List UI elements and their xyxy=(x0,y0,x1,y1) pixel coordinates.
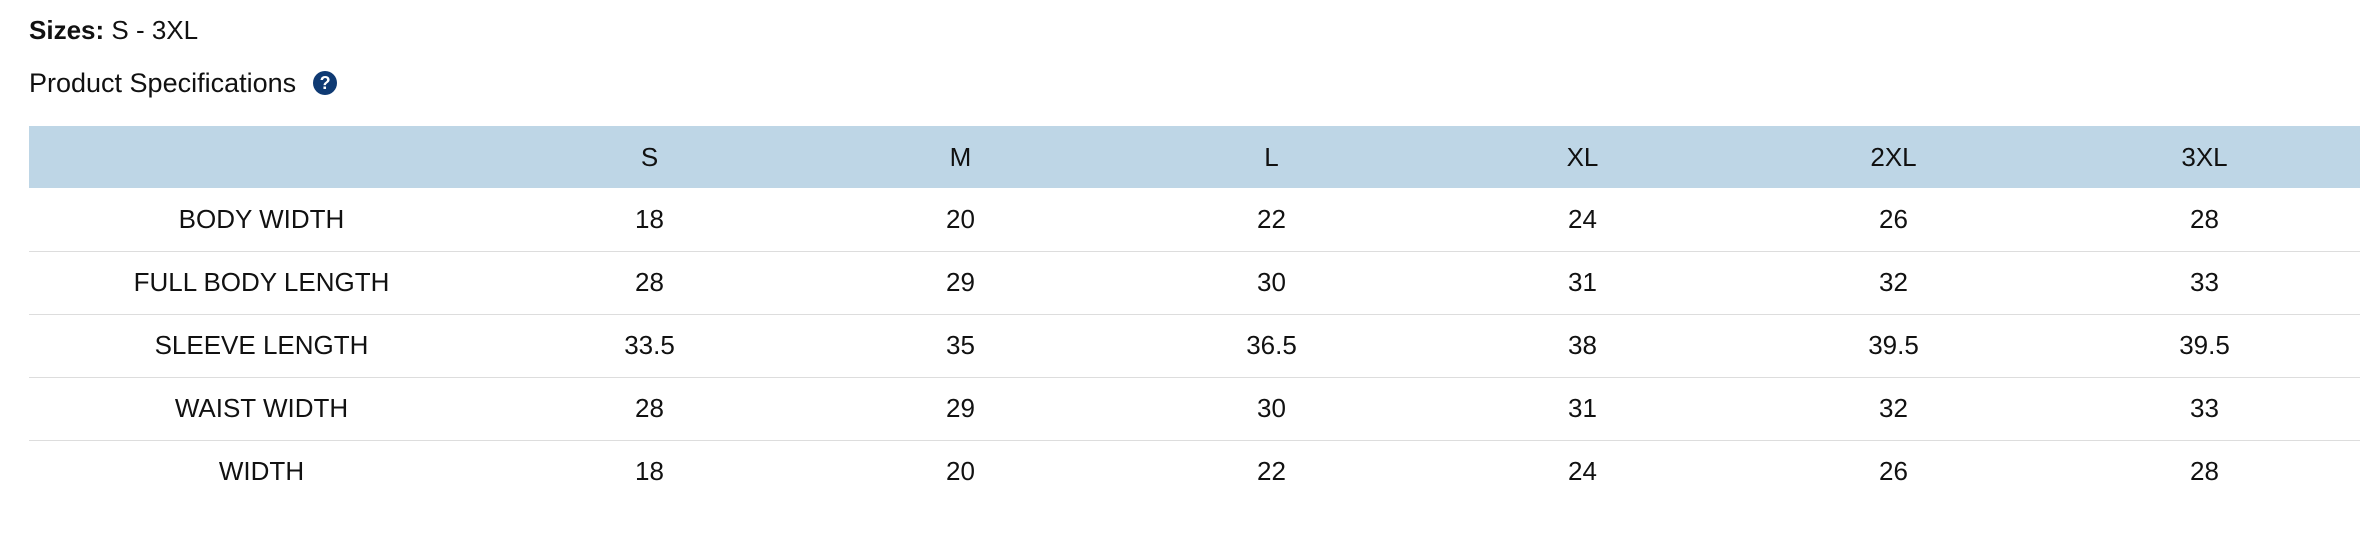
table-cell: 32 xyxy=(1879,267,1908,297)
table-cell: 26 xyxy=(1879,203,1908,234)
sizes-line: Sizes: S - 3XL xyxy=(29,14,198,46)
row-label: WAIST WIDTH xyxy=(174,393,349,423)
question-circle-icon[interactable]: ? xyxy=(313,71,338,95)
table-cell: 32 xyxy=(1879,393,1908,423)
table-cell: 35 xyxy=(946,330,975,360)
table-cell: 38 xyxy=(1568,330,1597,360)
table-row: SLEEVE LENGTH 33.5 35 36.5 38 39.5 39.5 xyxy=(29,314,2360,377)
table-cell: 20 xyxy=(946,456,975,487)
size-chart-table: S M L XL 2XL 3XL BODY WIDTH 18 20 22 24 26 28 FULL B… xyxy=(29,126,2360,503)
table-cell: 26 xyxy=(1879,456,1908,487)
table-cell: 18 xyxy=(635,203,664,234)
table-header-row: S M L XL 2XL 3XL xyxy=(29,126,2360,188)
column-header: L xyxy=(1264,141,1279,172)
table-cell: 33.5 xyxy=(624,330,675,360)
column-header xyxy=(29,126,494,188)
column-header: 3XL xyxy=(2181,141,2228,172)
table-cell: 28 xyxy=(635,267,664,297)
sizes-label: Sizes: xyxy=(29,15,105,45)
column-header: 2XL xyxy=(1870,141,1917,172)
table-cell: 39.5 xyxy=(1868,330,1919,360)
sizes-value: S - 3XL xyxy=(111,15,199,45)
product-specifications-heading: Product Specifications ? xyxy=(29,66,338,100)
table-cell: 24 xyxy=(1568,203,1597,234)
table-cell: 33 xyxy=(2190,267,2219,297)
table-row: FULL BODY LENGTH 28 29 30 31 32 33 xyxy=(29,251,2360,314)
table-cell: 33 xyxy=(2190,393,2219,423)
table-cell: 24 xyxy=(1568,456,1597,487)
row-label: FULL BODY LENGTH xyxy=(133,267,390,297)
row-label: SLEEVE LENGTH xyxy=(154,330,369,360)
row-label: BODY WIDTH xyxy=(178,203,345,234)
product-specifications-title: Product Specifications xyxy=(29,68,297,98)
table-cell: 22 xyxy=(1257,203,1286,234)
column-header: S xyxy=(640,141,659,172)
table-cell: 29 xyxy=(946,267,975,297)
table-cell: 28 xyxy=(635,393,664,423)
table-row: WIDTH 18 20 22 24 26 28 xyxy=(29,440,2360,503)
table-cell: 29 xyxy=(946,393,975,423)
table-cell: 30 xyxy=(1257,393,1286,423)
table-cell: 31 xyxy=(1568,267,1597,297)
row-label: WIDTH xyxy=(218,456,305,487)
table-cell: 36.5 xyxy=(1246,330,1297,360)
column-header: XL xyxy=(1566,141,1599,172)
table-cell: 30 xyxy=(1257,267,1286,297)
table-cell: 22 xyxy=(1257,456,1286,487)
table-cell: 28 xyxy=(2190,203,2219,234)
table-cell: 20 xyxy=(946,203,975,234)
table-cell: 18 xyxy=(635,456,664,487)
table-row: BODY WIDTH 18 20 22 24 26 28 xyxy=(29,188,2360,251)
table-cell: 28 xyxy=(2190,456,2219,487)
column-header: M xyxy=(949,141,972,172)
table-row: WAIST WIDTH 28 29 30 31 32 33 xyxy=(29,377,2360,440)
table-cell: 39.5 xyxy=(2179,330,2230,360)
table-cell: 31 xyxy=(1568,393,1597,423)
